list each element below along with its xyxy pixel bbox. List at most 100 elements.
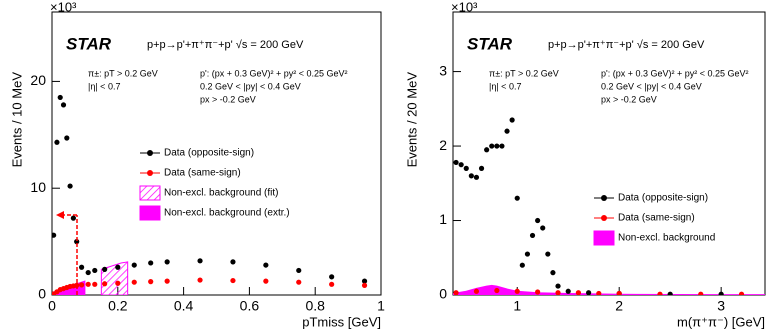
data-point <box>473 288 480 294</box>
data-point <box>468 173 474 179</box>
data-point <box>540 225 546 231</box>
data-point <box>85 281 91 287</box>
data-point <box>92 267 98 274</box>
x-tick-label: 0.4 <box>174 298 194 314</box>
y-tick-label: 1 <box>439 211 447 227</box>
logo: STAR <box>66 34 112 53</box>
data-point <box>529 232 536 239</box>
data-point <box>718 291 724 295</box>
plot-area <box>453 117 765 295</box>
x-axis-label: m(π⁺π⁻) [GeV] <box>677 314 765 329</box>
y-tick-label: 20 <box>30 72 46 88</box>
legend-label: Data (same-sign) <box>164 168 241 179</box>
exponent: ×10³ <box>451 0 478 14</box>
data-point <box>296 267 302 274</box>
data-point <box>657 291 663 295</box>
data-point <box>296 279 302 285</box>
data-point <box>504 128 510 134</box>
legend-marker <box>601 195 607 201</box>
data-point <box>131 279 137 285</box>
legend-marker <box>601 215 607 221</box>
data-point <box>79 282 85 288</box>
cut-text: 0.2 GeV < |py| < 0.4 GeV <box>601 81 702 91</box>
data-point <box>102 266 108 272</box>
background-area <box>453 284 765 295</box>
data-point <box>64 135 70 141</box>
y-axis-label: Events / 20 MeV <box>404 72 419 168</box>
data-point <box>115 280 121 286</box>
cut-text: π±: pT > 0.2 GeV <box>489 68 559 78</box>
legend-swatch <box>593 230 615 246</box>
data-point <box>667 291 673 295</box>
data-point <box>458 162 464 168</box>
data-point <box>494 287 500 294</box>
data-point <box>509 117 515 123</box>
data-point <box>698 291 704 295</box>
x-tick-label: 0.2 <box>108 298 128 314</box>
x-tick-label: 0.6 <box>240 298 260 314</box>
data-point <box>738 291 745 295</box>
data-point <box>478 165 485 171</box>
cut-text: 0.2 GeV < |py| < 0.4 GeV <box>200 81 301 91</box>
data-point <box>230 259 236 265</box>
legend-label: Data (opposite-sign) <box>164 148 254 159</box>
data-point <box>514 288 520 294</box>
data-point <box>263 262 269 268</box>
title: p+p→p'+π⁺π⁻+p' √s = 200 GeV <box>548 39 705 51</box>
data-point <box>230 277 236 284</box>
x-tick-label: 1 <box>377 298 385 314</box>
cut-text: p': (px + 0.3 GeV)² + py² < 0.25 GeV² <box>200 68 348 78</box>
data-point <box>555 283 561 289</box>
data-point <box>473 174 480 180</box>
x-tick-label: 1 <box>513 298 521 314</box>
x-tick-label: 0.8 <box>305 298 325 314</box>
data-point <box>164 278 170 284</box>
data-point <box>164 259 170 265</box>
data-point <box>596 290 602 295</box>
legend-marker <box>147 170 153 176</box>
legend-swatch <box>139 185 161 201</box>
y-tick-label: 2 <box>439 137 447 153</box>
data-point <box>586 290 592 295</box>
data-point <box>52 232 57 238</box>
logo: STAR <box>467 34 513 53</box>
data-point <box>79 264 85 270</box>
data-point <box>545 251 551 257</box>
x-tick-label: 2 <box>615 298 623 314</box>
legend-swatch <box>139 205 161 221</box>
data-point <box>263 278 269 284</box>
data-point <box>57 94 63 101</box>
cut-text: |η| < 0.7 <box>88 81 120 91</box>
legend-label: Non-excl. background (fit) <box>164 188 279 199</box>
data-point <box>131 262 137 268</box>
data-point <box>115 264 121 270</box>
data-point <box>197 277 203 283</box>
y-tick-label: 0 <box>38 286 46 302</box>
data-point <box>463 165 469 171</box>
data-point <box>329 281 335 287</box>
data-point <box>361 278 368 284</box>
data-point <box>74 239 80 245</box>
data-point <box>494 143 500 149</box>
data-point <box>616 290 622 295</box>
data-point <box>148 260 154 266</box>
data-point <box>453 290 459 295</box>
data-point <box>70 215 76 221</box>
cut-text: p': (px + 0.3 GeV)² + py² < 0.25 GeV² <box>601 68 749 78</box>
data-point <box>514 195 520 201</box>
data-point <box>92 281 98 287</box>
cut-text: |η| < 0.7 <box>489 81 521 91</box>
x-axis-label: pTmiss [GeV] <box>302 314 381 329</box>
data-point <box>550 270 556 276</box>
data-point <box>535 289 541 295</box>
exponent: ×10³ <box>50 0 77 14</box>
data-point <box>524 251 531 257</box>
data-point <box>85 269 91 276</box>
plot-area <box>52 94 368 295</box>
x-tick-label: 0 <box>48 298 56 314</box>
legend-label: Non-excl. background (extr.) <box>164 208 290 219</box>
data-point <box>484 147 490 153</box>
x-tick-label: 3 <box>717 298 725 314</box>
cut-text: px > -0.2 GeV <box>200 94 256 104</box>
